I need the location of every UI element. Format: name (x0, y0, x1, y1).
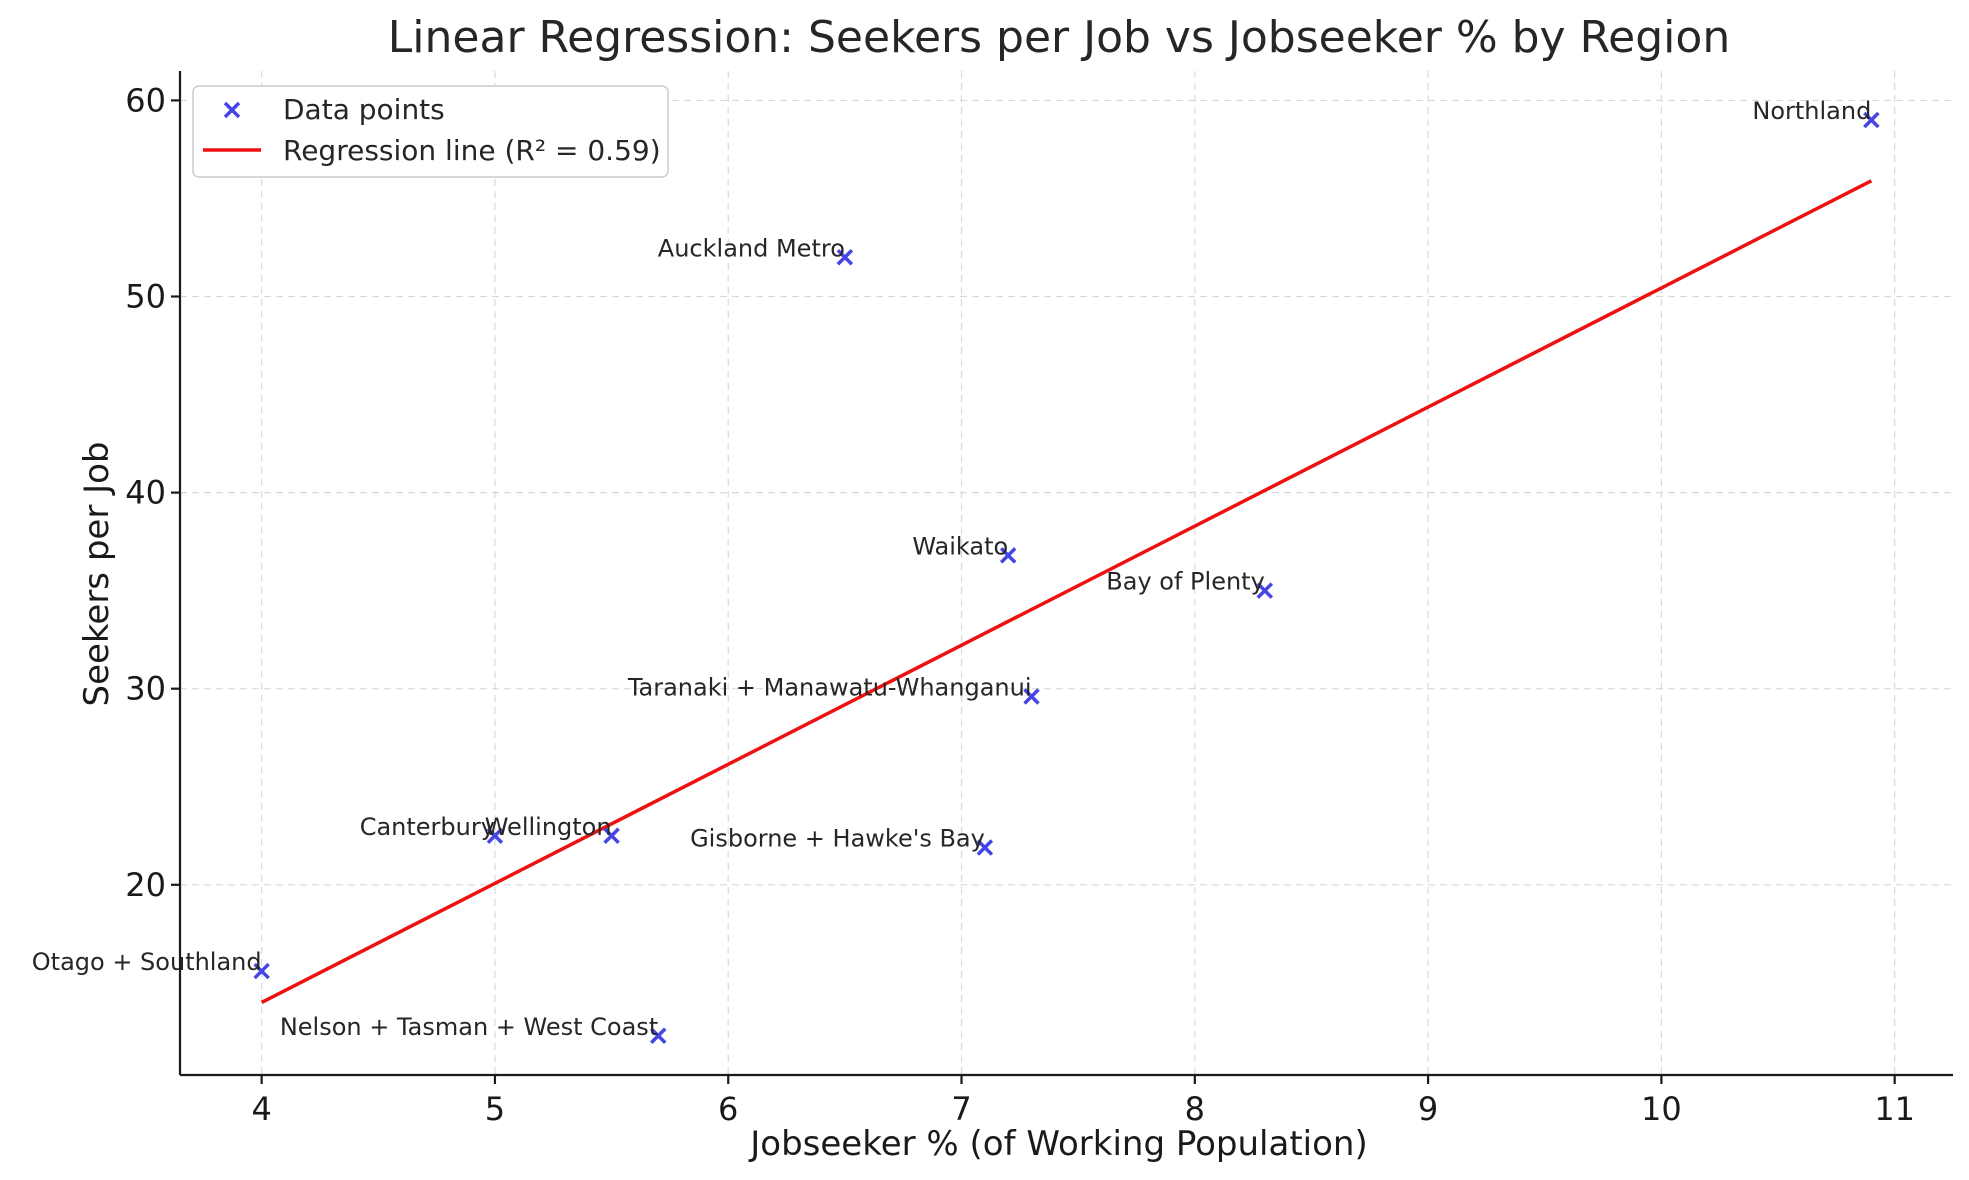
legend-box (192, 85, 669, 178)
y-tick-label: 50 (125, 278, 166, 316)
x-tick-label: 7 (951, 1090, 971, 1128)
data-point-bay-of-plenty (1256, 582, 1274, 599)
x-axis-label: Jobseeker % (of Working Population) (748, 1124, 1367, 1164)
x-tick-label: 8 (1185, 1090, 1205, 1128)
point-label-auckland-metro: Auckland Metro (658, 234, 845, 262)
data-point-auckland-metro (836, 249, 854, 266)
data-point-northland (1863, 111, 1880, 129)
data-point-wellington (603, 827, 620, 845)
data-point-waikato (999, 547, 1017, 564)
point-label-nelson-tasman-west-coast: Nelson + Tasman + West Coast (280, 1013, 658, 1041)
legend-x-marker-icon (223, 101, 241, 119)
data-point-nelson-tasman-west-coast (650, 1027, 667, 1045)
data-point-canterbury (486, 827, 504, 845)
data-points (253, 111, 1880, 1045)
point-label-bay-of-plenty: Bay of Plenty (1106, 568, 1265, 596)
y-axis-label: Seekers per Job (77, 441, 117, 706)
data-point-taranaki-manawatu-whanganui (1023, 688, 1040, 705)
point-label-canterbury: Canterbury (360, 813, 495, 841)
data-point-otago-southland (253, 962, 270, 980)
point-labels: Northland Auckland Metro Waikato Bay of Ple… (32, 97, 1872, 1041)
x-tick-label: 9 (1418, 1090, 1438, 1128)
x-tick-label: 6 (718, 1090, 738, 1128)
data-point-gisborne-hawke-s-bay (976, 839, 994, 856)
point-label-waikato: Waikato (912, 532, 1008, 560)
point-label-wellington: Wellington (485, 813, 612, 841)
regression-line (260, 179, 1873, 1005)
axes: 4 5 6 7 8 9 10 11 20 30 40 50 60 (125, 71, 1953, 1128)
y-tick-label: 40 (125, 474, 166, 512)
y-tick-label: 20 (125, 866, 166, 904)
y-tick-label: 30 (125, 670, 166, 708)
y-tick-label: 60 (125, 81, 166, 119)
legend-entry-data-points: Data points (283, 93, 445, 126)
point-label-taranaki-manawatu-whanganui: Taranaki + Manawatu-Whanganui (627, 674, 1032, 702)
point-label-northland: Northland (1752, 97, 1871, 125)
regression-layer (260, 179, 1873, 1005)
x-tick-label: 10 (1641, 1090, 1682, 1128)
point-label-gisborne-hawke-s-bay: Gisborne + Hawke's Bay (690, 825, 985, 853)
legend-entry-regression-line: Regression line (R² = 0.59) (283, 134, 661, 167)
chart-title: Linear Regression: Seekers per Job vs Jo… (388, 12, 1730, 63)
x-tick-label: 4 (251, 1090, 271, 1128)
legend: Data points Regression line (R² = 0.59) (192, 85, 669, 178)
point-label-otago-southland: Otago + Southland (32, 948, 262, 976)
x-tick-label: 11 (1874, 1090, 1915, 1128)
grid (180, 71, 1953, 1075)
x-tick-label: 5 (485, 1090, 505, 1128)
